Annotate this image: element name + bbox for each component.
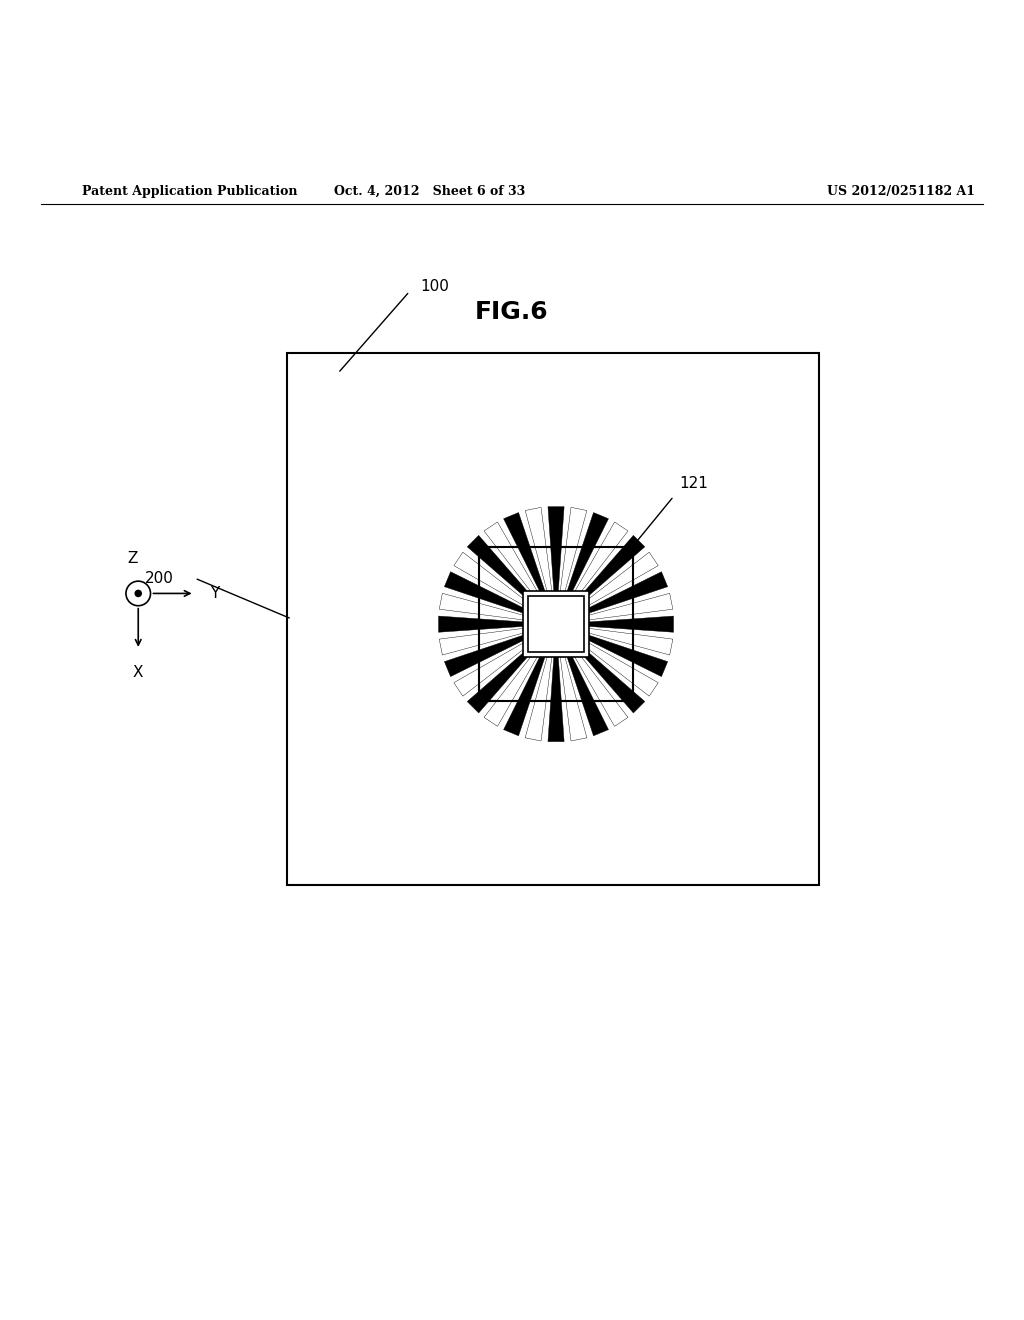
Polygon shape <box>484 521 539 595</box>
Polygon shape <box>582 536 645 598</box>
Polygon shape <box>525 653 552 741</box>
Polygon shape <box>467 649 530 713</box>
Polygon shape <box>548 507 564 595</box>
Polygon shape <box>586 616 674 632</box>
Bar <box>528 597 584 652</box>
Polygon shape <box>586 552 658 607</box>
Polygon shape <box>438 616 526 632</box>
Polygon shape <box>444 572 526 614</box>
Polygon shape <box>566 653 608 735</box>
Polygon shape <box>582 649 645 713</box>
Polygon shape <box>439 628 526 655</box>
Polygon shape <box>560 653 587 741</box>
Text: Y: Y <box>210 586 219 601</box>
Polygon shape <box>586 572 668 614</box>
Text: 200: 200 <box>145 570 174 586</box>
Bar <box>287 352 819 886</box>
Polygon shape <box>467 536 530 598</box>
Polygon shape <box>586 628 673 655</box>
Text: US 2012/0251182 A1: US 2012/0251182 A1 <box>827 185 975 198</box>
Bar <box>479 548 633 701</box>
Text: Oct. 4, 2012   Sheet 6 of 33: Oct. 4, 2012 Sheet 6 of 33 <box>335 185 525 198</box>
Text: 100: 100 <box>420 279 449 294</box>
Polygon shape <box>504 512 546 595</box>
Circle shape <box>135 590 141 597</box>
Polygon shape <box>573 521 628 595</box>
Polygon shape <box>573 653 628 726</box>
Polygon shape <box>586 593 673 620</box>
Polygon shape <box>504 653 546 735</box>
Polygon shape <box>484 653 539 726</box>
Polygon shape <box>439 593 526 620</box>
Bar <box>523 591 589 657</box>
Polygon shape <box>566 512 608 595</box>
Polygon shape <box>586 634 668 677</box>
Polygon shape <box>444 634 526 677</box>
Polygon shape <box>454 552 526 607</box>
Text: X: X <box>133 665 143 680</box>
Polygon shape <box>525 507 552 595</box>
Text: FIG.6: FIG.6 <box>475 300 549 323</box>
Text: Patent Application Publication: Patent Application Publication <box>82 185 297 198</box>
Polygon shape <box>586 642 658 696</box>
Text: Z: Z <box>127 550 137 566</box>
Polygon shape <box>454 642 526 696</box>
Polygon shape <box>548 653 564 742</box>
Polygon shape <box>560 507 587 595</box>
Text: 121: 121 <box>679 477 708 491</box>
Bar <box>479 548 633 701</box>
